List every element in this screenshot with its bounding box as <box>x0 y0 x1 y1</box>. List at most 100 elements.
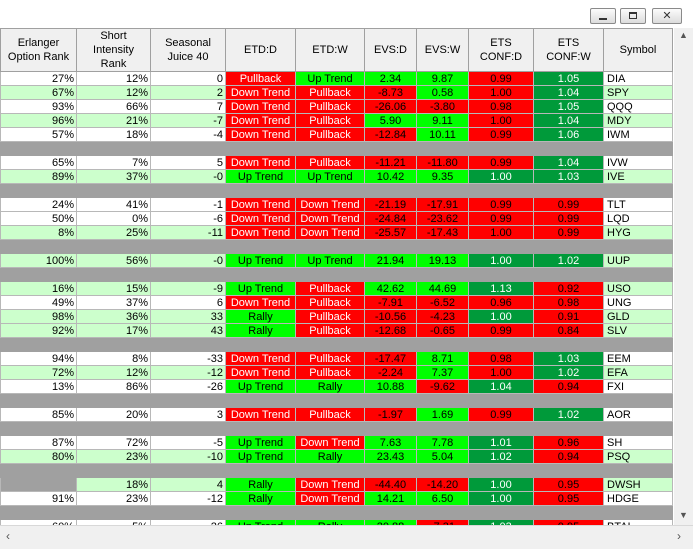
table-cell[interactable]: -11.80 <box>416 155 469 170</box>
table-cell[interactable]: -9 <box>150 281 226 296</box>
table-row[interactable]: 24% 41% -1 Down Trend Down Trend -21.19 -17.91… <box>0 197 673 212</box>
table-cell[interactable]: 1.04 <box>533 155 604 170</box>
table-cell[interactable]: 0.98 <box>468 99 534 114</box>
table-cell[interactable]: Pullback <box>295 99 365 114</box>
table-cell[interactable]: -1 <box>150 197 226 212</box>
table-cell[interactable]: 21% <box>76 113 151 128</box>
table-cell[interactable]: 1.06 <box>533 127 604 142</box>
table-cell[interactable]: 37% <box>76 295 151 310</box>
symbol-cell[interactable]: EEM <box>603 351 673 366</box>
scroll-up-icon[interactable]: ▲ <box>679 30 688 40</box>
table-cell[interactable]: -17.47 <box>364 351 417 366</box>
table-cell[interactable]: 37% <box>76 169 151 184</box>
table-cell[interactable]: 6 <box>150 295 226 310</box>
column-header[interactable]: Symbol <box>603 28 673 72</box>
table-cell[interactable]: -1.97 <box>364 407 417 422</box>
table-cell[interactable]: 67% <box>0 85 77 100</box>
table-cell[interactable]: 5.90 <box>364 113 417 128</box>
table-cell[interactable]: 23% <box>76 491 151 506</box>
table-cell[interactable]: Down Trend <box>225 225 296 240</box>
table-cell[interactable]: Up Trend <box>225 435 296 450</box>
table-cell[interactable]: 1.02 <box>533 253 604 268</box>
table-row[interactable]: 72% 12% -12 Down Trend Pullback -2.24 7.37 1.00… <box>0 365 673 380</box>
table-cell[interactable]: Up Trend <box>225 169 296 184</box>
table-cell[interactable]: Rally <box>295 449 365 464</box>
table-row[interactable]: 18% 4 Rally Down Trend -44.40 -14.20 1.00 0.95 D… <box>0 477 673 492</box>
table-cell[interactable]: -4 <box>150 127 226 142</box>
table-cell[interactable]: 18% <box>76 477 151 492</box>
table-cell[interactable]: Down Trend <box>295 211 365 226</box>
table-cell[interactable]: Pullback <box>295 281 365 296</box>
table-cell[interactable]: 96% <box>0 113 77 128</box>
table-cell[interactable]: Pullback <box>295 295 365 310</box>
table-cell[interactable]: Pullback <box>295 155 365 170</box>
table-cell[interactable]: -33 <box>150 351 226 366</box>
table-row[interactable]: 13% 86% -26 Up Trend Rally 10.88 -9.62 1.04 0.94… <box>0 379 673 394</box>
table-cell[interactable]: 25% <box>76 225 151 240</box>
table-row[interactable]: 87% 72% -5 Up Trend Down Trend 7.63 7.78 1.01 0.… <box>0 435 673 450</box>
table-cell[interactable]: 0.96 <box>468 295 534 310</box>
table-cell[interactable]: 100% <box>0 253 77 268</box>
table-row[interactable]: 27% 12% 0 Pullback Up Trend 2.34 9.87 0.99 1.05 D… <box>0 71 673 86</box>
close-button[interactable]: ✕ <box>652 8 682 24</box>
symbol-cell[interactable]: SH <box>603 435 673 450</box>
table-cell[interactable]: 36% <box>76 309 151 324</box>
symbol-cell[interactable]: AOR <box>603 407 673 422</box>
symbol-cell[interactable]: USO <box>603 281 673 296</box>
table-cell[interactable]: 1.02 <box>468 449 534 464</box>
table-cell[interactable]: -44.40 <box>364 477 417 492</box>
table-cell[interactable]: 72% <box>76 435 151 450</box>
table-cell[interactable]: 7 <box>150 99 226 114</box>
table-cell[interactable]: Up Trend <box>225 281 296 296</box>
table-cell[interactable]: Down Trend <box>225 113 296 128</box>
symbol-cell[interactable]: DIA <box>603 71 673 86</box>
table-cell[interactable]: 12% <box>76 71 151 86</box>
table-row[interactable]: 80% 23% -10 Up Trend Rally 23.43 5.04 1.02 0.94 P… <box>0 449 673 464</box>
table-cell[interactable]: 0.98 <box>533 295 604 310</box>
table-cell[interactable]: 1.00 <box>468 85 534 100</box>
table-cell[interactable]: 12% <box>76 365 151 380</box>
table-cell[interactable]: Down Trend <box>295 225 365 240</box>
symbol-cell[interactable]: IVW <box>603 155 673 170</box>
table-cell[interactable]: 12% <box>76 85 151 100</box>
table-cell[interactable]: 42.62 <box>364 281 417 296</box>
table-cell[interactable]: 1.00 <box>468 253 534 268</box>
column-header[interactable]: Erlanger Option Rank <box>0 28 77 72</box>
table-row[interactable]: 16% 15% -9 Up Trend Pullback 42.62 44.69 1.13 0.… <box>0 281 673 296</box>
table-cell[interactable]: Down Trend <box>295 435 365 450</box>
table-cell[interactable]: -24.84 <box>364 211 417 226</box>
table-cell[interactable]: 0.99 <box>468 197 534 212</box>
table-cell[interactable]: 8.71 <box>416 351 469 366</box>
table-cell[interactable]: 65% <box>0 155 77 170</box>
table-cell[interactable]: Pullback <box>295 407 365 422</box>
table-cell[interactable]: -9.62 <box>416 379 469 394</box>
table-cell[interactable]: 1.04 <box>533 113 604 128</box>
column-header[interactable]: ETS CONF:W <box>533 28 604 72</box>
table-cell[interactable]: 1.02 <box>533 365 604 380</box>
table-cell[interactable]: 0 <box>150 71 226 86</box>
table-row[interactable]: 94% 8% -33 Down Trend Pullback -17.47 8.71 0.98… <box>0 351 673 366</box>
table-cell[interactable]: 9.11 <box>416 113 469 128</box>
table-cell[interactable]: 10.88 <box>364 379 417 394</box>
column-header[interactable]: ETD:D <box>225 28 296 72</box>
table-cell[interactable]: 14.21 <box>364 491 417 506</box>
table-cell[interactable]: Pullback <box>295 365 365 380</box>
table-row[interactable]: 96% 21% -7 Down Trend Pullback 5.90 9.11 1.00 1.… <box>0 113 673 128</box>
table-cell[interactable]: 49% <box>0 295 77 310</box>
table-cell[interactable]: -4.23 <box>416 309 469 324</box>
minimize-button[interactable] <box>590 8 616 24</box>
table-cell[interactable]: 1.00 <box>468 225 534 240</box>
table-cell[interactable]: Rally <box>295 379 365 394</box>
table-cell[interactable]: 0.99 <box>468 155 534 170</box>
table-cell[interactable]: -12 <box>150 365 226 380</box>
column-header[interactable]: ETS CONF:D <box>468 28 534 72</box>
table-cell[interactable]: 6.50 <box>416 491 469 506</box>
table-cell[interactable]: Up Trend <box>295 169 365 184</box>
symbol-cell[interactable]: UUP <box>603 253 673 268</box>
table-cell[interactable]: 1.00 <box>468 169 534 184</box>
table-cell[interactable]: 18% <box>76 127 151 142</box>
table-cell[interactable]: -7 <box>150 113 226 128</box>
table-row[interactable]: 89% 37% -0 Up Trend Up Trend 10.42 9.35 1.00 1.0… <box>0 169 673 184</box>
table-cell[interactable]: 1.00 <box>468 491 534 506</box>
